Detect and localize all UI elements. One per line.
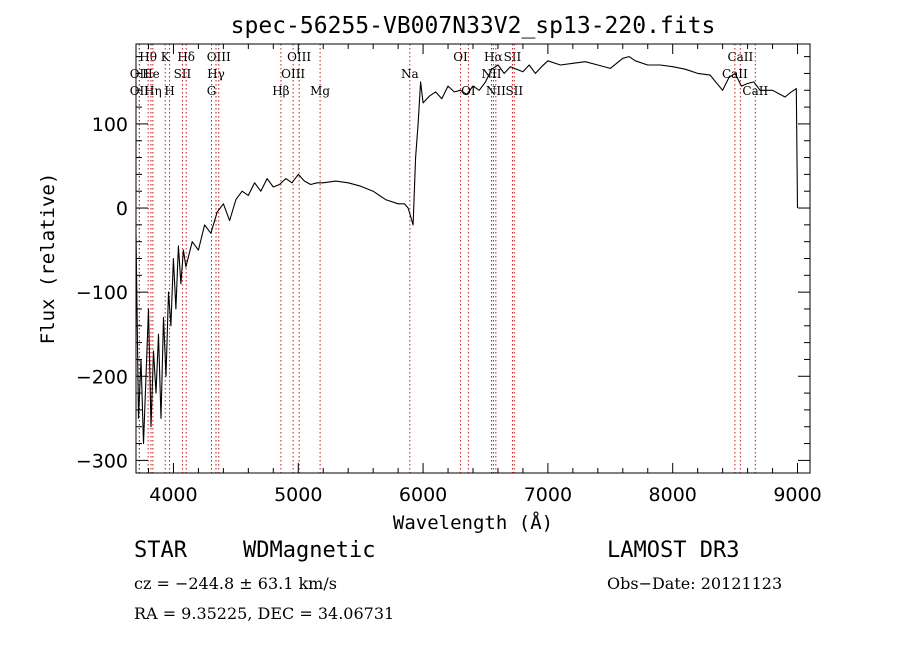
- x-tick-label: 5000: [274, 484, 322, 506]
- marker-label: SII: [505, 84, 523, 98]
- x-axis-label: Wavelength (Å): [393, 511, 553, 534]
- marker-label: Hα: [484, 50, 503, 64]
- y-tick-label: 100: [92, 114, 128, 136]
- x-tick-label: 4000: [149, 484, 197, 506]
- marker-label: NII: [481, 67, 501, 81]
- marker-label: Na: [401, 67, 419, 81]
- marker-label: OIII: [281, 67, 305, 81]
- redshift-value: cz = −244.8 ± 63.1 km/s: [134, 574, 337, 593]
- x-tick-label: 6000: [399, 484, 447, 506]
- y-tick-label: −200: [76, 366, 128, 388]
- y-tick-label: 0: [116, 198, 128, 220]
- marker-label: G: [207, 84, 217, 98]
- marker-label: Hδ: [177, 50, 195, 64]
- marker-label: CaII: [742, 84, 768, 98]
- y-tick-label: −100: [76, 282, 128, 304]
- x-tick-label: 7000: [524, 484, 572, 506]
- y-axis-label: Flux (relative): [37, 173, 59, 345]
- observation-date: Obs−Date: 20121123: [607, 574, 783, 593]
- x-tick-label: 9000: [773, 484, 821, 506]
- marker-label: Hγ: [207, 67, 225, 81]
- marker-label: OII: [130, 84, 150, 98]
- marker-label: OII: [130, 67, 150, 81]
- marker-label: NII: [486, 84, 506, 98]
- marker-label: OIII: [287, 50, 311, 64]
- marker-label: K: [161, 50, 171, 64]
- marker-label: OIII: [207, 50, 231, 64]
- marker-label: Mg: [310, 84, 330, 98]
- marker-label: He: [142, 67, 160, 81]
- plot-frame: [135, 43, 811, 474]
- object-subclass: WDMagnetic: [243, 538, 376, 563]
- x-tick-label: 8000: [649, 484, 697, 506]
- marker-label: CaII: [727, 50, 753, 64]
- marker-label: Hβ: [272, 84, 289, 98]
- sky-coordinates: RA = 9.35225, DEC = 34.06731: [134, 604, 395, 623]
- marker-label: Hη: [144, 84, 162, 98]
- y-tick-label: −300: [76, 450, 128, 472]
- marker-label: SII: [174, 67, 192, 81]
- spectrum-series-line: [135, 56, 799, 445]
- marker-label: OI: [453, 50, 468, 64]
- object-class: STAR: [134, 538, 187, 563]
- marker-label: SII: [504, 50, 522, 64]
- chart-title: spec-56255-VB007N33V2_sp13-220.fits: [231, 13, 716, 39]
- survey-name: LAMOST DR3: [607, 538, 740, 563]
- marker-label: H: [164, 84, 174, 98]
